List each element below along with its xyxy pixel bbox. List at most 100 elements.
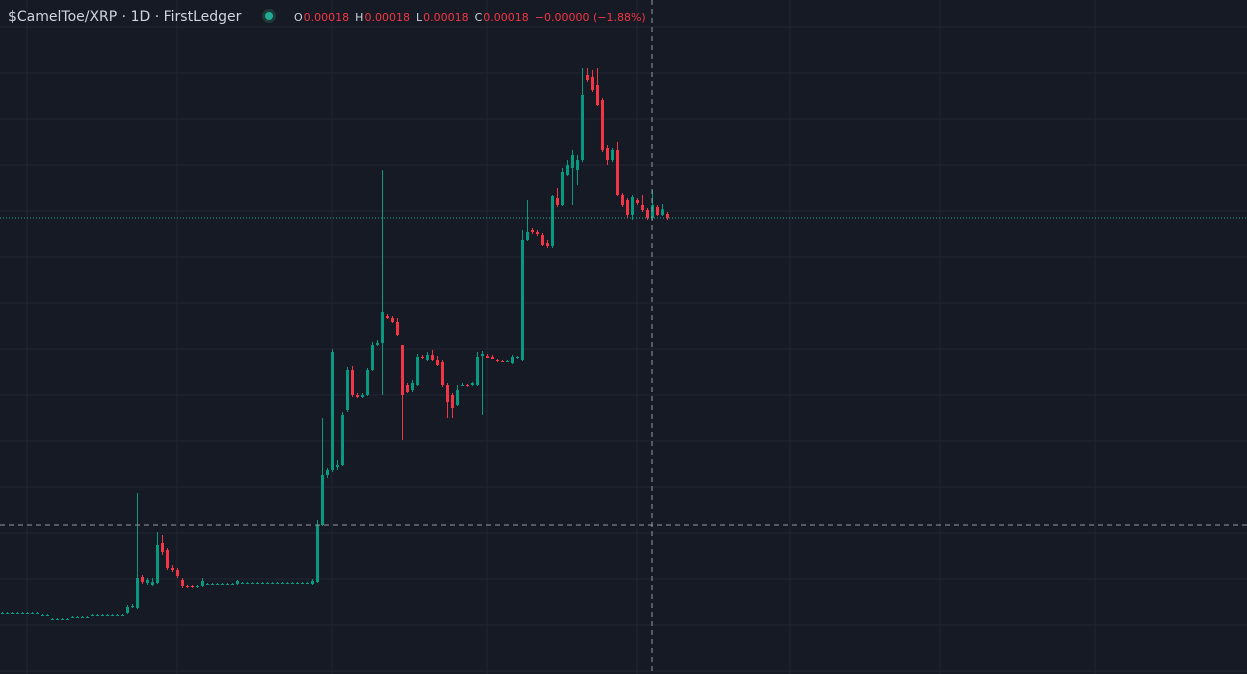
candle-body [86, 617, 89, 618]
candle-body [306, 583, 309, 584]
candle-body [146, 580, 149, 583]
candle-body [446, 385, 449, 402]
candle-body [1, 613, 4, 614]
candle-body [226, 584, 229, 585]
candle-body [316, 525, 319, 582]
candle-body [321, 475, 324, 525]
candle-body [51, 619, 54, 620]
candle-body [656, 207, 659, 215]
legend-value: 0.00018 [423, 11, 469, 24]
candle-body [276, 583, 279, 584]
candle-body [151, 582, 154, 585]
candle-body [166, 550, 169, 568]
candle-body [491, 357, 494, 359]
candle-body [481, 354, 484, 356]
legend-value: 0.00018 [364, 11, 410, 24]
candle-body [516, 357, 519, 358]
candle-body [556, 198, 559, 205]
candle-body [346, 370, 349, 410]
candle-body [351, 370, 354, 395]
candle-body [331, 352, 334, 470]
candle-body [281, 583, 284, 584]
candle-body [176, 570, 179, 576]
candle-body [106, 615, 109, 616]
candle-body [621, 195, 624, 205]
candle-body [376, 343, 379, 345]
candle-body [141, 577, 144, 582]
legend-key: L [416, 11, 423, 24]
candle-body [266, 583, 269, 584]
candle-body [326, 470, 329, 475]
candle-body [21, 613, 24, 614]
candle-body [296, 583, 299, 584]
candle-body [421, 357, 424, 358]
candle-body [216, 584, 219, 585]
candle-body [301, 583, 304, 584]
candle-body [381, 312, 384, 343]
candle-body [251, 583, 254, 584]
candle-body [521, 240, 524, 360]
legend-key: H [355, 11, 363, 24]
candle-body [76, 617, 79, 618]
candle-body [16, 613, 19, 614]
candle-body [196, 586, 199, 587]
candle-body [661, 209, 664, 215]
candle-body [616, 150, 619, 195]
candle-body [361, 395, 364, 397]
candle-body [666, 214, 669, 218]
candle-body [486, 356, 489, 358]
candle-body [501, 361, 504, 362]
candle-body [436, 360, 439, 365]
legend-key: C [475, 11, 483, 24]
candle-body [451, 395, 454, 408]
candle-body [506, 361, 509, 362]
candle-body [466, 385, 469, 386]
candle-body [241, 583, 244, 584]
candle-body [341, 415, 344, 465]
status-dot [265, 12, 273, 20]
candle-body [391, 318, 394, 322]
candle-body [611, 150, 614, 160]
candle-body [601, 100, 604, 150]
candle-body [61, 619, 64, 620]
candle-body [256, 583, 259, 584]
candle-body [311, 581, 314, 584]
candle-body [566, 165, 569, 175]
candle-body [101, 615, 104, 616]
candle-body [56, 619, 59, 620]
candle-body [576, 160, 579, 170]
candle-body [476, 357, 479, 385]
candle-body [541, 235, 544, 245]
candle-body [396, 322, 399, 335]
candle-body [81, 617, 84, 618]
candle-body [641, 205, 644, 210]
candle-body [181, 580, 184, 586]
candle-body [96, 615, 99, 616]
candle-body [401, 345, 404, 395]
candle-body [531, 230, 534, 232]
candle-body [336, 465, 339, 467]
candle-body [126, 607, 129, 613]
candle-body [171, 568, 174, 570]
candle-body [356, 395, 359, 397]
candle-body [36, 613, 39, 614]
candle-body [206, 584, 209, 585]
candle-body [41, 615, 44, 616]
candle-body [116, 615, 119, 616]
candle-body [406, 385, 409, 392]
candle-body [551, 196, 554, 246]
candle-body [426, 355, 429, 360]
candle-body [471, 383, 474, 385]
candle-body [386, 316, 389, 318]
ohlc-legend: O 0.00018 H 0.00018 L 0.00018 C 0.00018 −0.00000… [294, 11, 646, 24]
candle-body [191, 586, 194, 587]
legend-value: 0.00018 [304, 11, 350, 24]
legend-value: 0.00018 [483, 11, 529, 24]
candle-body [591, 77, 594, 90]
candle-body [371, 345, 374, 370]
candle-body [561, 172, 564, 205]
candle-body [136, 578, 139, 608]
candle-body [536, 232, 539, 234]
